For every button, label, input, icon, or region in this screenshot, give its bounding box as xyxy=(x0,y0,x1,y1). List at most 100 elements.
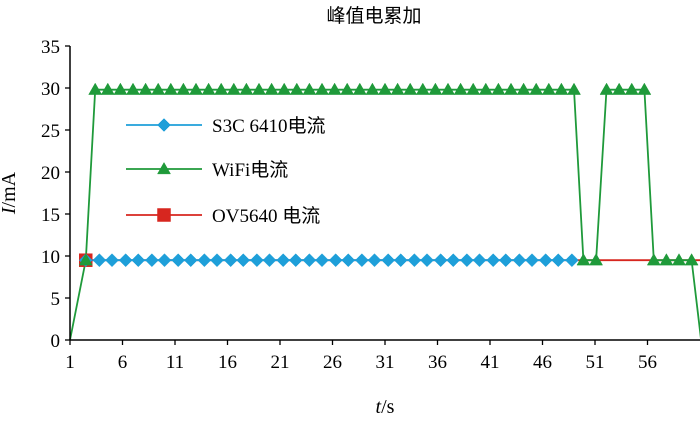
series-point-0 xyxy=(328,253,343,268)
series-point-1 xyxy=(589,253,603,266)
series-point-0 xyxy=(355,253,369,268)
series-point-0 xyxy=(407,253,422,268)
series-point-1 xyxy=(441,82,455,95)
legend-label-2: OV5640 电流 xyxy=(212,205,320,227)
series-point-1 xyxy=(327,82,342,95)
series-point-0 xyxy=(512,253,527,268)
legend-label-1: WiFi电流 xyxy=(212,159,288,181)
series-point-0 xyxy=(367,253,382,268)
series-point-1 xyxy=(612,82,627,95)
y-tick-label: 10 xyxy=(41,247,60,268)
x-ticks: 1 6 11 16 21 26 31 36 41 46 51 56 xyxy=(65,340,657,373)
series-point-0 xyxy=(171,253,186,268)
series-point-0 xyxy=(262,253,277,268)
x-tick-label: 46 xyxy=(533,352,552,373)
series-point-0 xyxy=(341,253,356,268)
series-point-1 xyxy=(529,82,544,95)
x-tick-label: 41 xyxy=(481,352,500,373)
y-ticks: 0 5 10 15 20 25 30 35 xyxy=(41,37,70,352)
series-point-0 xyxy=(118,253,133,268)
series-point-1 xyxy=(365,82,380,95)
series-point-1 xyxy=(352,82,367,95)
x-tick-label: 1 xyxy=(65,352,75,373)
series-point-0 xyxy=(105,253,119,268)
series-point-1 xyxy=(201,82,216,95)
series-point-0 xyxy=(288,253,303,268)
series-point-0 xyxy=(92,253,107,268)
series-point-1 xyxy=(403,82,418,95)
x-tick-label: 26 xyxy=(323,352,342,373)
x-tick-label: 6 xyxy=(118,352,128,373)
legend-marker-0 xyxy=(157,118,171,132)
y-axis-label: I/mA xyxy=(0,171,20,215)
x-tick-label: 31 xyxy=(376,352,395,373)
series-point-0 xyxy=(197,253,212,268)
series-point-1 xyxy=(541,82,556,95)
series-point-1 xyxy=(466,82,481,95)
x-tick-label: 56 xyxy=(638,352,657,373)
series-point-0 xyxy=(223,253,238,268)
x-tick-label: 11 xyxy=(166,352,184,373)
series-point-0 xyxy=(446,253,461,268)
x-tick-label: 51 xyxy=(586,352,605,373)
series-point-1 xyxy=(88,82,103,95)
series-point-1 xyxy=(264,82,279,95)
series-point-1 xyxy=(277,82,292,95)
series-point-1 xyxy=(176,82,191,95)
series-point-1 xyxy=(163,82,178,95)
series-point-1 xyxy=(100,82,115,95)
series-point-1 xyxy=(126,82,140,95)
plot-area xyxy=(69,82,700,341)
y-tick-label: 30 xyxy=(41,79,60,100)
series-point-0 xyxy=(420,253,434,268)
legend-marker-1 xyxy=(157,161,171,175)
series-point-0 xyxy=(302,253,317,268)
legend-marker-2 xyxy=(157,208,171,222)
series-point-0 xyxy=(472,253,487,268)
series-point-1 xyxy=(576,253,591,266)
series-point-1 xyxy=(637,82,652,95)
series-point-1 xyxy=(226,82,241,95)
series-point-0 xyxy=(236,253,251,268)
series-point-0 xyxy=(381,253,396,268)
x-axis-label: t/s xyxy=(376,396,395,418)
series-point-1 xyxy=(672,253,686,266)
series-point-0 xyxy=(210,253,224,268)
y-axis-label-text: I xyxy=(0,206,20,215)
series-point-0 xyxy=(498,253,513,268)
series-point-1 xyxy=(113,82,128,95)
series-point-1 xyxy=(659,253,674,266)
series-point-0 xyxy=(393,253,408,268)
ylabel-text-unit: /mA xyxy=(0,171,20,207)
y-tick-label: 15 xyxy=(41,205,60,226)
series-point-0 xyxy=(486,253,501,268)
series-point-1 xyxy=(78,253,93,266)
series-point-1 xyxy=(214,82,229,95)
series-point-1 xyxy=(390,82,405,95)
series-point-0 xyxy=(433,253,448,268)
series-point-0 xyxy=(131,253,146,268)
series-point-1 xyxy=(453,82,468,95)
y-tick-label: 0 xyxy=(51,331,61,352)
series-point-1 xyxy=(428,82,443,95)
series-point-1 xyxy=(138,82,153,95)
series-point-0 xyxy=(157,253,172,268)
series-point-1 xyxy=(340,82,355,95)
series-point-1 xyxy=(415,82,430,95)
series-point-1 xyxy=(378,82,392,95)
y-tick-label: 5 xyxy=(51,289,61,310)
x-axis-label-text: t xyxy=(376,396,382,418)
series-point-0 xyxy=(551,253,566,268)
series-point-0 xyxy=(145,253,159,268)
series-point-1 xyxy=(315,82,329,95)
series-point-1 xyxy=(491,82,506,95)
series-point-1 xyxy=(239,82,254,95)
chart-title: 峰值电累加 xyxy=(326,5,421,27)
y-tick-label: 20 xyxy=(41,163,60,184)
series-point-1 xyxy=(599,82,614,95)
x-tick-label: 21 xyxy=(271,352,290,373)
series-point-1 xyxy=(504,82,518,95)
series-point-1 xyxy=(624,82,639,95)
series-point-0 xyxy=(538,253,553,268)
